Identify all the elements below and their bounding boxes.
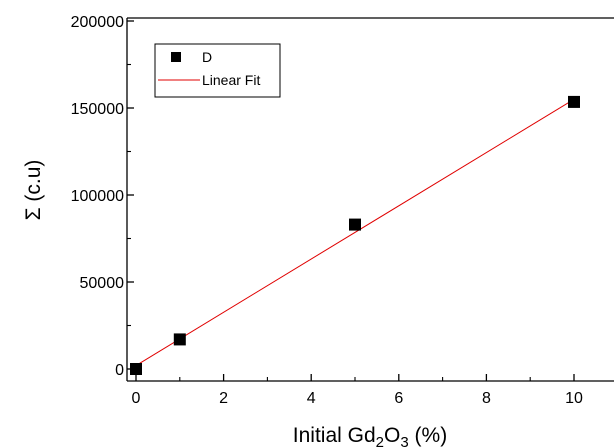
x-tick-label: 2: [219, 390, 228, 407]
x-axis-title-sub2: 3: [400, 434, 408, 448]
legend: D Linear Fit: [154, 43, 281, 98]
x-axis-title-suffix: (%): [409, 424, 448, 447]
x-tick-label: 4: [307, 390, 316, 407]
x-tick-label: 0: [132, 390, 141, 407]
y-tick-label: 0: [115, 362, 124, 379]
data-point: [568, 95, 580, 108]
x-tick-label: 6: [394, 390, 403, 407]
legend-box: [154, 43, 281, 98]
data-point: [173, 333, 186, 346]
y-tick-label: 200000: [71, 14, 124, 31]
legend-marker-square: [171, 52, 181, 62]
data-point: [349, 218, 361, 231]
x-axis-ticks: 0 2 4 6 8 10: [132, 374, 583, 407]
data-points-layer: [130, 95, 580, 375]
legend-label-series: D: [202, 49, 212, 65]
linear-fit-layer: [135, 98, 575, 366]
plot-frame: [126, 17, 614, 382]
legend-label-fit: Linear Fit: [202, 72, 260, 88]
y-tick-label: 50000: [80, 275, 125, 292]
x-tick-label: 8: [482, 390, 491, 407]
data-point: [130, 363, 142, 375]
x-axis-title: Initial Gd2O3 (%): [293, 424, 447, 448]
y-tick-label: 100000: [71, 188, 124, 205]
x-axis-title-sub1: 2: [376, 434, 384, 448]
x-axis-title-prefix: Initial Gd: [293, 424, 376, 447]
linear-fit-line: [135, 98, 575, 366]
x-tick-label: 10: [565, 390, 583, 407]
y-tick-label: 150000: [71, 101, 124, 118]
x-axis-title-mid: O: [384, 424, 400, 447]
y-axis-title: Σ (c.u): [22, 160, 45, 221]
y-axis-ticks: 0 50000 100000 150000 200000: [71, 14, 134, 379]
